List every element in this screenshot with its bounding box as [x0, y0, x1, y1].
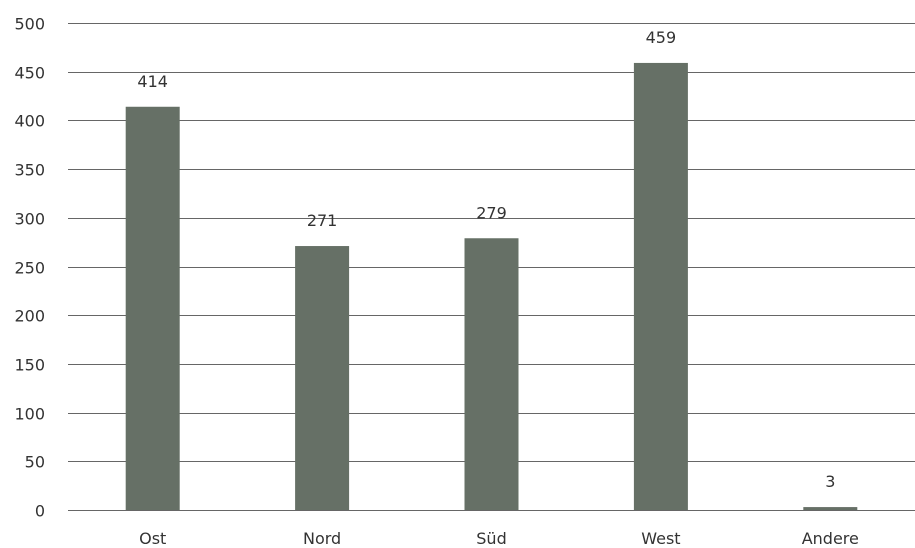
x-category-label-ost: Ost	[139, 529, 166, 548]
x-axis-category-labels: Ost Nord Süd West Andere	[139, 529, 859, 548]
y-tick-label: 300	[14, 210, 45, 229]
data-labels: 414 271 279 459 3	[137, 28, 835, 491]
bar-ost	[125, 106, 180, 510]
y-tick-label: 150	[14, 356, 45, 375]
data-label-süd: 279	[476, 203, 507, 222]
y-tick-label: 500	[14, 15, 45, 34]
bar-andere	[803, 507, 858, 510]
data-label-west: 459	[646, 28, 677, 47]
data-label-andere: 3	[825, 472, 835, 491]
x-category-label-süd: Süd	[476, 529, 506, 548]
data-label-ost: 414	[137, 72, 168, 91]
y-tick-label: 50	[25, 453, 45, 472]
y-tick-label: 200	[14, 307, 45, 326]
x-category-label-andere: Andere	[802, 529, 859, 548]
x-category-label-west: West	[641, 529, 680, 548]
y-tick-label: 450	[14, 64, 45, 83]
y-tick-label: 350	[14, 161, 45, 180]
y-tick-label: 0	[35, 502, 45, 521]
bar-nord	[295, 246, 350, 510]
bar-süd	[464, 238, 519, 510]
y-tick-label: 100	[14, 405, 45, 424]
data-label-nord: 271	[307, 211, 338, 230]
y-axis-tick-labels: 0 50 100 150 200 250 300 350 400 450 500	[14, 15, 45, 521]
y-tick-label: 400	[14, 112, 45, 131]
bars	[125, 62, 858, 511]
x-category-label-nord: Nord	[303, 529, 341, 548]
bar-west	[633, 62, 688, 511]
y-tick-label: 250	[14, 259, 45, 278]
